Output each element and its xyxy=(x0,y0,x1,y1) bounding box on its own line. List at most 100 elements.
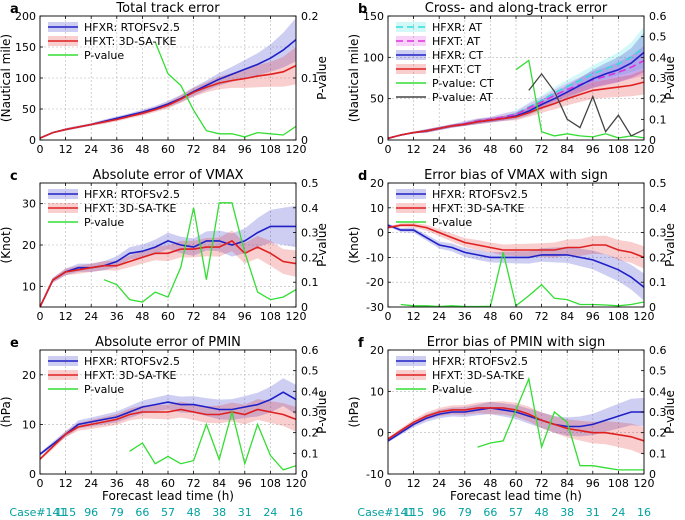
case-count: 48 xyxy=(535,506,549,519)
y2-tick-label: 0.6 xyxy=(301,344,319,357)
case-count: 66 xyxy=(135,506,149,519)
x-tick-label: 24 xyxy=(84,477,98,490)
case-count: 24 xyxy=(263,506,277,519)
x-tick-label: 108 xyxy=(608,477,629,490)
series-line-hfxt-ct xyxy=(388,81,644,140)
y2-tick-label: 0.5 xyxy=(301,177,319,190)
y2-tick-label: 0.4 xyxy=(649,51,667,64)
y2-tick-label: 0.4 xyxy=(301,385,319,398)
x-tick-label: 96 xyxy=(586,143,600,156)
case-count: 38 xyxy=(212,506,226,519)
x-tick-label: 120 xyxy=(286,477,307,490)
series-line-hfxr-rtofsv2-5 xyxy=(388,407,644,442)
y2-tick-label: 0 xyxy=(301,301,308,314)
x-tick-label: 0 xyxy=(37,310,44,323)
case-count: 96 xyxy=(432,506,446,519)
legend-entry: HFXR: RTOFSv2.5 xyxy=(84,188,180,201)
series-line-hfxr-rtofsv2-5 xyxy=(40,391,296,455)
x-axis-label: Forecast lead time (h) xyxy=(450,489,582,503)
x-tick-label: 36 xyxy=(458,143,472,156)
x-tick-label: 48 xyxy=(135,310,149,323)
x-tick-label: 48 xyxy=(483,310,497,323)
x-tick-label: 0 xyxy=(37,143,44,156)
plot-area-b xyxy=(388,26,644,140)
case-count: 16 xyxy=(289,506,303,519)
y-tick-label: 20 xyxy=(22,239,36,252)
legend-entry: P-value xyxy=(84,383,124,396)
x-tick-label: 96 xyxy=(586,477,600,490)
x-tick-label: 108 xyxy=(608,143,629,156)
panel-label: a xyxy=(10,2,19,17)
x-axis-label: Forecast lead time (h) xyxy=(102,489,234,503)
series-line-p-value xyxy=(477,376,644,471)
case-count: 31 xyxy=(238,506,252,519)
x-tick-label: 108 xyxy=(260,310,281,323)
band-hfxr-rtofsv2-5 xyxy=(388,223,644,301)
x-tick-label: 72 xyxy=(535,477,549,490)
y2-tick-label: 0.3 xyxy=(301,406,319,419)
legend-entry: HFXT: 3D-SA-TKE xyxy=(84,369,176,382)
x-tick-label: 48 xyxy=(483,143,497,156)
legend-entry: HFXR: RTOFSv2.5 xyxy=(432,188,528,201)
x-tick-label: 60 xyxy=(161,477,175,490)
x-tick-label: 48 xyxy=(135,143,149,156)
y2-tick-label: 0.2 xyxy=(301,427,319,440)
case-count: 115 xyxy=(55,506,76,519)
case-count: 96 xyxy=(84,506,98,519)
y-axis-label: (Knot) xyxy=(347,227,361,264)
y2-tick-label: 0.6 xyxy=(649,10,667,23)
plot-area-f xyxy=(388,376,644,471)
x-tick-label: 72 xyxy=(187,477,201,490)
x-tick-label: 120 xyxy=(634,477,655,490)
band-hfxt-3d-sa-tke xyxy=(388,222,644,269)
plot-area-d xyxy=(388,222,644,307)
y-tick-label: 0 xyxy=(29,468,36,481)
y2-axis-label: P-value xyxy=(663,390,677,434)
x-tick-label: 24 xyxy=(432,477,446,490)
x-tick-label: 96 xyxy=(238,477,252,490)
legend-entry: HFXR: AT xyxy=(432,21,482,34)
y2-tick-label: 0.2 xyxy=(301,10,319,23)
x-tick-label: 0 xyxy=(37,477,44,490)
chart-title: Absolute error of VMAX xyxy=(92,168,243,183)
x-tick-label: 84 xyxy=(560,477,574,490)
y2-axis-label: P-value xyxy=(663,56,677,100)
chart-title: Error bias of PMIN with sign xyxy=(427,335,606,350)
x-tick-label: 84 xyxy=(212,310,226,323)
y-tick-label: -20 xyxy=(366,276,384,289)
x-tick-label: 120 xyxy=(634,310,655,323)
series-line-hfxt-3d-sa-tke xyxy=(40,408,296,460)
y2-tick-label: 0.5 xyxy=(301,365,319,378)
y-tick-label: 100 xyxy=(363,51,384,64)
band-hfxt-3d-sa-tke xyxy=(40,230,296,307)
x-tick-label: 72 xyxy=(535,310,549,323)
y-axis-label: (Nautical mile) xyxy=(0,34,13,122)
legend-entry: HFXT: 3D-SA-TKE xyxy=(432,202,524,215)
y-axis-label: (hPa) xyxy=(347,396,361,427)
series-line-hfxt-at xyxy=(388,59,644,140)
x-tick-label: 72 xyxy=(187,143,201,156)
case-count-label: Case#141 xyxy=(357,506,414,519)
y2-tick-label: 0.2 xyxy=(649,251,667,264)
series-line-hfxt-3d-sa-tke xyxy=(40,64,296,139)
y2-tick-label: 0.1 xyxy=(301,72,319,85)
y2-tick-label: 0 xyxy=(301,134,308,147)
x-tick-label: 60 xyxy=(161,310,175,323)
series-line-p-value xyxy=(129,409,296,471)
y-tick-label: 150 xyxy=(363,10,384,23)
chart-title: Absolute error of PMIN xyxy=(95,335,241,350)
legend-entry: HFXT: AT xyxy=(432,35,480,48)
y2-tick-label: 0.1 xyxy=(649,447,667,460)
case-count: 16 xyxy=(637,506,651,519)
legend-entry: HFXT: 3D-SA-TKE xyxy=(84,35,176,48)
y2-tick-label: 0.1 xyxy=(649,113,667,126)
y2-tick-label: 0.4 xyxy=(649,202,667,215)
y-axis-label: (hPa) xyxy=(0,396,13,427)
plot-area-e xyxy=(40,378,296,471)
x-tick-label: 24 xyxy=(84,143,98,156)
panel-c: 0 12 24 36 48 60 72 84 96 108 120 10 20 30 0 0.1 0.2 0.3 0… xyxy=(0,168,329,323)
